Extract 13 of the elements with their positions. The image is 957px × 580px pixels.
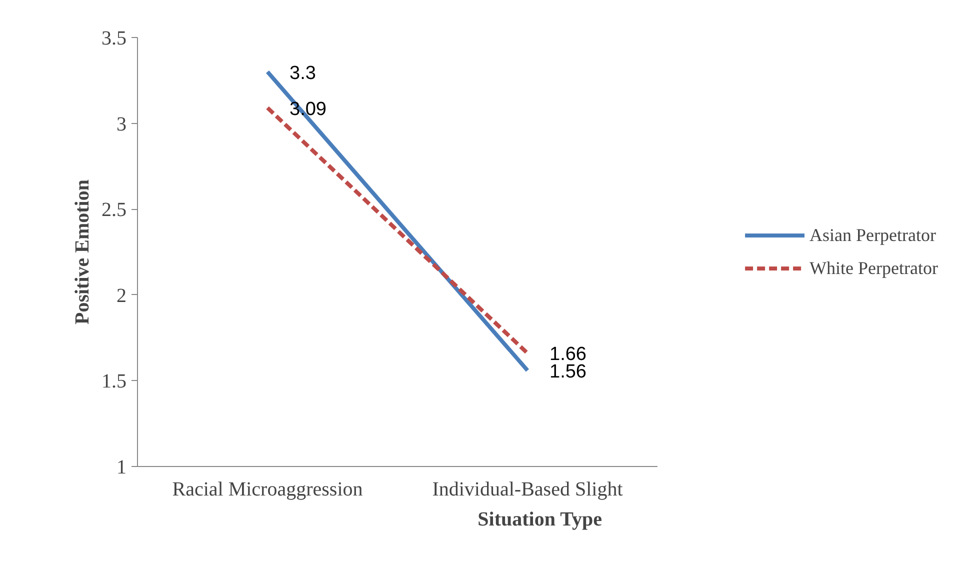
x-tick-label: Racial Microaggression <box>172 478 363 500</box>
y-tick-label: 2.5 <box>102 199 126 222</box>
y-axis-title: Positive Emotion <box>72 179 94 324</box>
x-axis-title: Situation Type <box>478 508 602 530</box>
y-tick-label: 3 <box>116 113 126 136</box>
y-tick-label: 1 <box>116 456 126 478</box>
y-tick-label: 2 <box>116 284 126 307</box>
x-tick-label: Individual-Based Slight <box>432 478 624 500</box>
y-tick-label: 3.5 <box>102 28 126 50</box>
legend-label: Asian Perpetrator <box>810 224 936 246</box>
data-label: 3.3 <box>290 62 316 84</box>
legend-label: White Perpetrator <box>810 258 938 278</box>
y-tick-label: 1.5 <box>102 370 126 393</box>
